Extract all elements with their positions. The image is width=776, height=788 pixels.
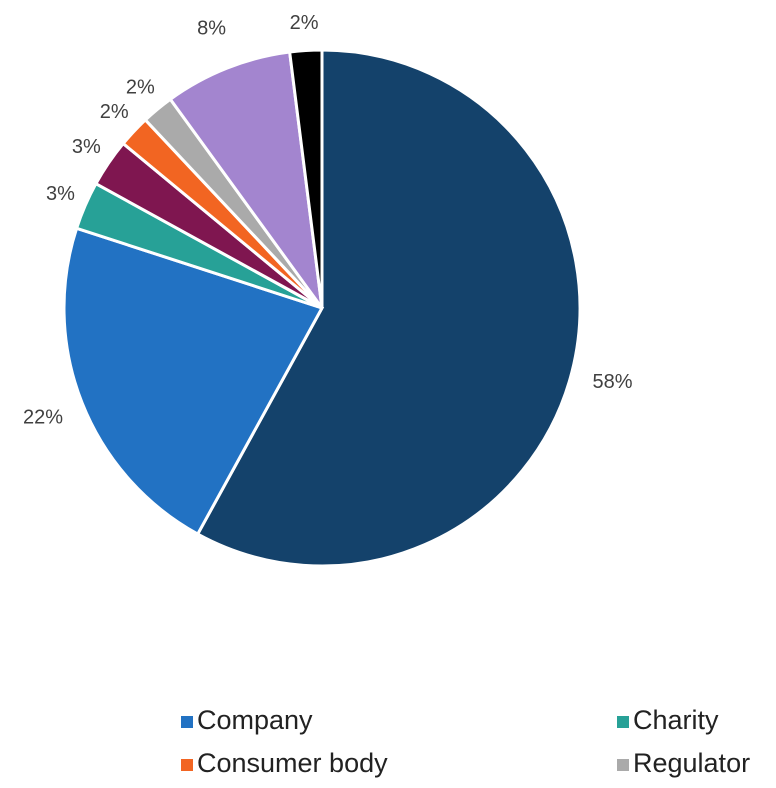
data-label: 2% (290, 12, 319, 34)
pie-slice (168, 50, 324, 309)
pie-slice (62, 226, 325, 537)
legend-label: Consumer body (197, 748, 388, 778)
pie-slice (195, 48, 582, 568)
data-label: 58% (593, 371, 633, 393)
legend-label: Regulator (633, 748, 750, 778)
legend-label: Company (197, 705, 313, 735)
legend-swatch (617, 716, 629, 728)
pie-slice (287, 48, 324, 309)
data-label: 8% (197, 17, 226, 39)
data-label: 3% (46, 183, 75, 205)
legend-swatch (181, 716, 193, 728)
data-label: 2% (100, 101, 129, 123)
legend-label: Charity (633, 705, 719, 735)
data-label: 2% (126, 77, 155, 99)
data-label: 22% (23, 407, 63, 429)
legend-swatch (181, 759, 193, 771)
legend-swatch (617, 759, 629, 771)
data-label: 3% (72, 136, 101, 158)
